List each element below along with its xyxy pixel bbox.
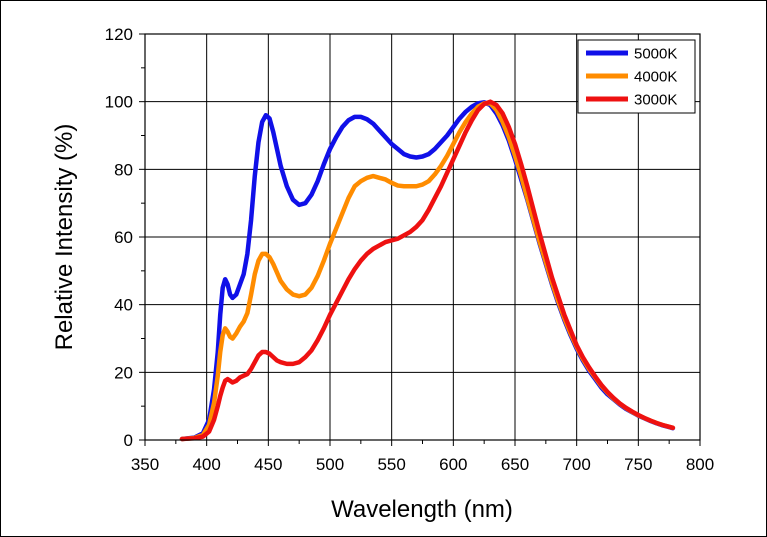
axis-ticks: [139, 33, 701, 446]
x-tick-label: 450: [254, 455, 282, 474]
y-tick-label: 80: [114, 160, 133, 179]
plot-border: [144, 33, 701, 441]
x-tick-label: 400: [192, 455, 220, 474]
legend-label-3000k: 3000K: [634, 92, 677, 109]
y-tick-label: 120: [105, 25, 133, 44]
x-tick-label: 500: [316, 455, 344, 474]
x-tick-label: 600: [439, 455, 467, 474]
x-tick-label: 350: [131, 455, 159, 474]
y-tick-label: 20: [114, 363, 133, 382]
y-tick-label: 60: [114, 228, 133, 247]
x-tick-label: 550: [377, 455, 405, 474]
x-tick-label: 700: [562, 455, 590, 474]
legend-label-5000k: 5000K: [634, 46, 677, 63]
series-line-3000k: [179, 99, 676, 442]
y-tick-label: 0: [124, 431, 133, 450]
y-tick-label: 40: [114, 296, 133, 315]
legend: 5000K 4000K 3000K: [577, 39, 696, 114]
legend-label-4000k: 4000K: [634, 69, 677, 86]
y-tick-label: 100: [105, 93, 133, 112]
x-tick-label: 650: [501, 455, 529, 474]
x-axis-title: Wavelength (nm): [331, 496, 513, 523]
series-lines: [179, 99, 676, 442]
x-tick-label: 750: [624, 455, 652, 474]
y-tick-labels: 0 20 40 60 80 100 120: [105, 25, 133, 450]
x-tick-label: 800: [686, 455, 714, 474]
y-axis-title: Relative Intensity (%): [51, 124, 78, 351]
x-tick-labels: 350 400 450 500 550 600 650 700 750 800: [131, 455, 714, 474]
